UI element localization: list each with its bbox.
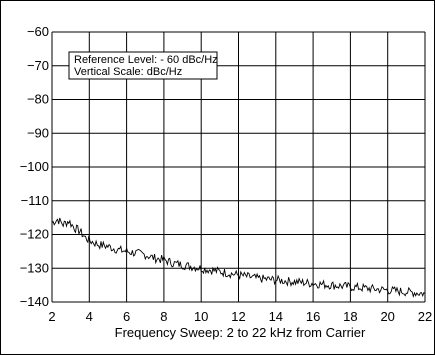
y-tick-label: −130: [20, 260, 49, 275]
reference-annotation: Reference Level: - 60 dBc/Hz Vertical Sc…: [68, 51, 218, 80]
y-tick-label: −60: [27, 24, 49, 39]
x-tick-label: 6: [123, 309, 130, 324]
x-tick-label: 2: [48, 309, 55, 324]
x-tick-label: 8: [160, 309, 167, 324]
noise-trace-line: [51, 217, 426, 298]
x-axis-label: Frequency Sweep: 2 to 22 kHz from Carrie…: [115, 325, 366, 340]
x-tick-label: 10: [194, 309, 208, 324]
grid: [51, 31, 426, 303]
x-tick-label: 18: [343, 309, 357, 324]
annotation-box: [68, 51, 218, 80]
y-axis-tick-labels: −60 −70 −80 −90 −100 −110 −120 −130 −140: [20, 24, 49, 309]
x-tick-label: 22: [418, 309, 432, 324]
vertical-scale-text: Vertical Scale: dBc/Hz: [74, 66, 182, 78]
y-tick-label: −110: [21, 193, 49, 208]
y-tick-label: −70: [27, 58, 49, 73]
y-tick-label: −100: [20, 159, 49, 174]
series-layer: [51, 217, 426, 298]
x-tick-label: 12: [231, 309, 245, 324]
y-tick-label: −140: [20, 294, 49, 309]
x-axis-tick-labels: 2 4 6 8 10 12 14 16 18 20 22: [48, 309, 432, 324]
x-tick-label: 16: [306, 309, 320, 324]
y-tick-label: −120: [20, 227, 49, 242]
y-tick-label: −80: [27, 92, 49, 107]
x-tick-label: 20: [380, 309, 394, 324]
reference-level-text: Reference Level: - 60 dBc/Hz: [74, 54, 218, 66]
y-tick-label: −90: [27, 125, 49, 140]
x-tick-label: 4: [86, 309, 93, 324]
x-tick-label: 14: [269, 309, 283, 324]
